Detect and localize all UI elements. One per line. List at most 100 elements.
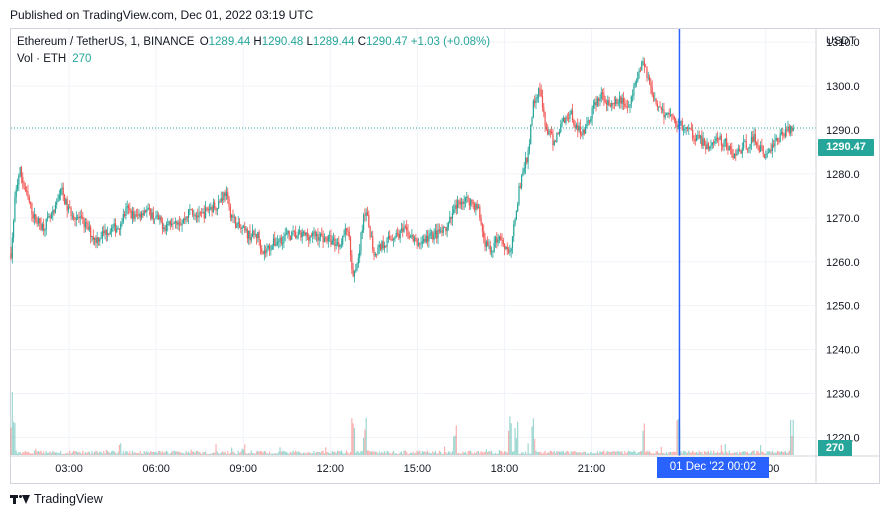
candle-body <box>551 131 553 134</box>
candle-body <box>207 208 209 211</box>
candle-body <box>131 211 134 218</box>
volume-bar <box>722 451 724 455</box>
currency-label[interactable]: USDT <box>826 35 856 47</box>
candle-body <box>705 145 707 150</box>
volume-bar <box>553 451 555 455</box>
volume-bar <box>233 452 235 455</box>
volume-bar <box>116 453 118 455</box>
volume-bar <box>283 451 285 455</box>
volume-bar <box>758 452 760 455</box>
candle-body <box>710 145 712 148</box>
candle-body <box>218 201 220 209</box>
volume-bar <box>743 451 745 455</box>
candle-body <box>253 230 255 236</box>
volume-bar <box>711 453 713 455</box>
volume-legend[interactable]: Vol · ETH 270 <box>17 53 91 65</box>
candle-body <box>637 71 639 81</box>
candle-body <box>530 124 532 145</box>
candle-body <box>502 240 504 245</box>
volume-bar <box>477 451 480 455</box>
candle-body <box>612 102 614 104</box>
candle-body <box>660 107 662 110</box>
candle-body <box>250 236 252 241</box>
volume-bar <box>643 423 645 455</box>
volume-bar <box>659 453 661 455</box>
candle-body <box>302 232 305 234</box>
volume-bar <box>241 448 243 455</box>
volume-bar <box>318 451 320 455</box>
candle-body <box>255 234 258 239</box>
candle-body <box>351 255 353 270</box>
candle-body <box>578 126 580 131</box>
candle-body <box>487 241 489 246</box>
candle-body <box>492 251 494 253</box>
candle-body <box>215 208 217 211</box>
candle-body <box>241 227 243 229</box>
volume-bar <box>756 451 758 455</box>
volume-bar <box>586 453 588 455</box>
volume-bar <box>769 451 771 455</box>
volume-bar <box>232 451 234 455</box>
candle-body <box>381 241 383 250</box>
volume-bar <box>107 450 109 455</box>
volume-bar <box>240 451 242 455</box>
volume-bar <box>164 451 166 455</box>
volume-bar <box>197 450 199 455</box>
candle-body <box>586 123 588 127</box>
candle-body <box>266 248 268 253</box>
volume-bar <box>624 451 626 455</box>
volume-bar <box>527 443 529 455</box>
candle-body <box>101 231 104 239</box>
volume-bar <box>775 452 777 455</box>
volume-bar <box>451 451 453 455</box>
tradingview-brand[interactable]: TradingView <box>10 492 103 506</box>
candle-body <box>722 145 724 147</box>
candle-body <box>16 184 19 190</box>
candle-body <box>468 202 470 206</box>
candle-body <box>121 222 123 224</box>
volume-bar <box>407 453 409 455</box>
candle-body <box>552 133 554 146</box>
candle-body <box>605 102 608 105</box>
volume-bar <box>296 452 298 455</box>
volume-bar <box>254 453 256 455</box>
volume-bar <box>49 451 51 455</box>
candle-body <box>53 210 55 213</box>
candle-body <box>80 216 83 218</box>
volume-bar <box>712 450 715 455</box>
volume-bar <box>417 451 420 455</box>
close-label: C <box>357 36 367 48</box>
candle-body <box>300 230 302 238</box>
volume-bar <box>61 453 63 455</box>
volume-bar <box>664 453 666 455</box>
volume-bar <box>365 417 367 455</box>
candle-body <box>150 208 152 219</box>
candle-body <box>630 96 632 105</box>
candle-body <box>399 230 401 239</box>
volume-bar <box>19 452 21 455</box>
volume-bar <box>701 451 703 455</box>
candle-body <box>590 118 592 122</box>
volume-bar <box>97 453 100 455</box>
volume-bar <box>156 453 158 455</box>
volume-bar <box>305 453 307 455</box>
candle-body <box>312 232 314 237</box>
candle-body <box>60 188 62 195</box>
candle-body <box>244 226 246 231</box>
candle-body <box>527 150 529 163</box>
volume-bar <box>56 452 58 455</box>
candle-body <box>203 211 205 219</box>
candle-body <box>413 237 416 242</box>
candle-body <box>625 106 627 107</box>
volume-bar <box>575 452 578 455</box>
candle-body <box>27 191 29 197</box>
candle-body <box>428 235 430 242</box>
candle-body <box>366 212 369 215</box>
volume-bar <box>561 450 563 455</box>
candle-body <box>310 235 312 237</box>
volume-bar <box>330 453 332 455</box>
volume-bar <box>723 453 725 455</box>
symbol-legend[interactable]: Ethereum / TetherUS, 1, BINANCE O1289.44… <box>17 36 490 48</box>
candle-body <box>402 228 404 232</box>
